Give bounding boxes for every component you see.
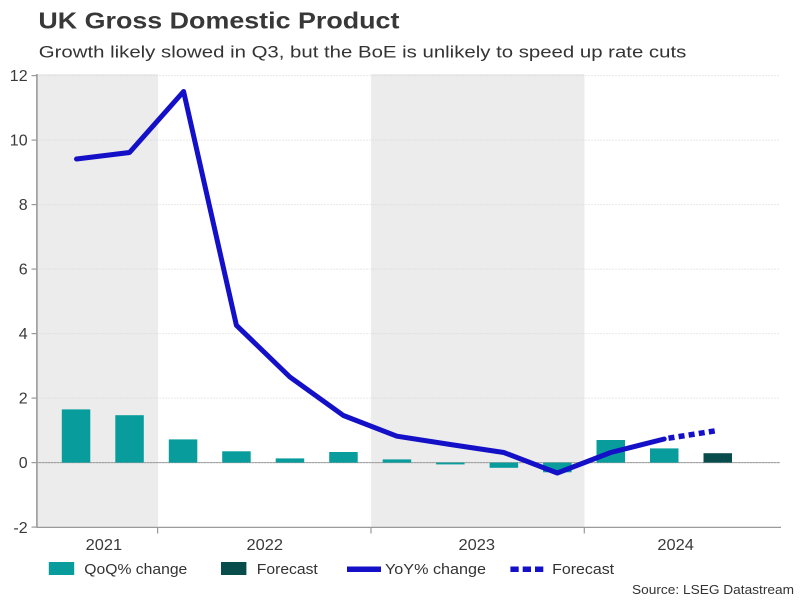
svg-text:-2: -2	[13, 520, 27, 537]
svg-text:2022: 2022	[247, 537, 284, 554]
svg-text:Forecast: Forecast	[257, 561, 319, 578]
svg-text:2024: 2024	[657, 537, 694, 554]
svg-text:UK Gross Domestic Product: UK Gross Domestic Product	[38, 7, 399, 33]
svg-text:0: 0	[19, 455, 28, 472]
svg-text:2021: 2021	[86, 537, 123, 554]
svg-text:10: 10	[10, 132, 28, 149]
svg-text:Source: LSEG Datastream: Source: LSEG Datastream	[632, 582, 794, 597]
svg-text:QoQ% change: QoQ% change	[84, 561, 187, 578]
svg-text:2023: 2023	[459, 537, 496, 554]
svg-text:Growth likely slowed in Q3, bu: Growth likely slowed in Q3, but the BoE …	[39, 44, 687, 62]
svg-text:Forecast: Forecast	[552, 561, 615, 578]
svg-text:YoY% change: YoY% change	[385, 561, 486, 578]
svg-text:6: 6	[19, 261, 28, 278]
svg-text:2: 2	[19, 390, 28, 407]
svg-text:4: 4	[19, 326, 28, 343]
svg-text:8: 8	[19, 197, 28, 214]
svg-text:12: 12	[10, 68, 28, 85]
